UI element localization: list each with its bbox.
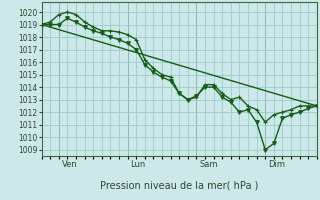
Text: Ven: Ven — [62, 160, 77, 169]
X-axis label: Pression niveau de la mer( hPa ): Pression niveau de la mer( hPa ) — [100, 180, 258, 190]
Text: Lun: Lun — [131, 160, 146, 169]
Text: Sam: Sam — [199, 160, 218, 169]
Text: Dim: Dim — [268, 160, 285, 169]
